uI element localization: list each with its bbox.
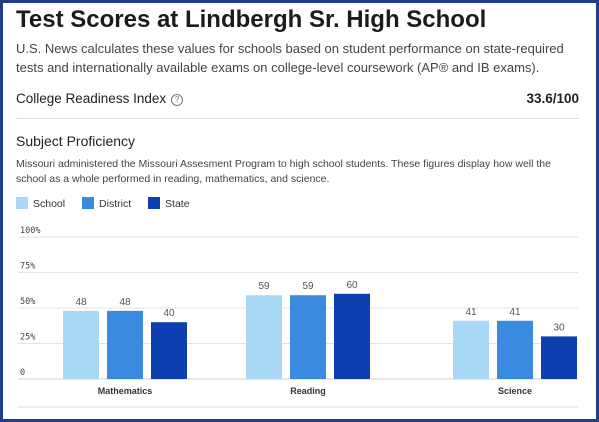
legend-label-district: District bbox=[99, 198, 132, 210]
data-label: 41 bbox=[465, 307, 477, 318]
x-category-label: Science bbox=[498, 386, 532, 396]
data-label: 48 bbox=[75, 297, 87, 308]
bar-mathematics-school bbox=[63, 310, 99, 379]
bar-reading-state bbox=[334, 293, 370, 379]
legend-item-school[interactable]: School bbox=[16, 197, 65, 210]
y-tick-label: 50% bbox=[20, 297, 35, 307]
y-tick-label: 0 bbox=[20, 368, 25, 378]
data-label: 40 bbox=[163, 308, 175, 319]
legend-item-state[interactable]: State bbox=[148, 197, 190, 210]
section-divider bbox=[16, 118, 579, 119]
data-label: 59 bbox=[258, 281, 270, 292]
legend-swatch-district bbox=[82, 197, 95, 209]
college-readiness-value: 33.6/100 bbox=[526, 91, 579, 106]
legend-item-district[interactable]: District bbox=[82, 197, 131, 210]
college-readiness-label: College Readiness Index bbox=[16, 91, 167, 106]
bar-science-school bbox=[453, 320, 489, 379]
data-label: 30 bbox=[553, 322, 565, 333]
bar-mathematics-state bbox=[151, 322, 187, 379]
legend-label-school: School bbox=[33, 198, 66, 210]
data-label: 59 bbox=[302, 281, 314, 292]
data-label: 41 bbox=[509, 307, 521, 318]
x-category-label: Mathematics bbox=[98, 386, 153, 396]
bar-reading-district bbox=[290, 295, 326, 379]
subject-proficiency-title: Subject Proficiency bbox=[16, 133, 136, 149]
info-circle-icon[interactable]: ? bbox=[171, 94, 184, 106]
page-title: Test Scores at Lindbergh Sr. High School bbox=[16, 6, 487, 33]
data-label: 48 bbox=[119, 297, 131, 308]
chart-legend: School District State bbox=[16, 197, 204, 211]
bar-science-state bbox=[541, 336, 577, 379]
bar-science-district bbox=[497, 320, 533, 379]
legend-swatch-school bbox=[16, 197, 28, 209]
y-tick-label: 75% bbox=[20, 262, 35, 272]
subject-proficiency-description: Missouri administered the Missouri Asses… bbox=[16, 158, 551, 185]
legend-label-state: State bbox=[165, 198, 190, 210]
college-readiness-row: College Readiness Index? 33.6/100 bbox=[16, 90, 579, 110]
legend-swatch-state bbox=[148, 197, 161, 209]
bar-reading-school bbox=[246, 295, 282, 379]
y-tick-label: 25% bbox=[20, 333, 35, 343]
page-description: U.S. News calculates these values for sc… bbox=[16, 41, 564, 75]
x-category-label: Reading bbox=[290, 386, 326, 396]
y-tick-label: 100% bbox=[20, 226, 40, 236]
data-label: 60 bbox=[346, 280, 358, 291]
bar-mathematics-district bbox=[107, 310, 143, 379]
